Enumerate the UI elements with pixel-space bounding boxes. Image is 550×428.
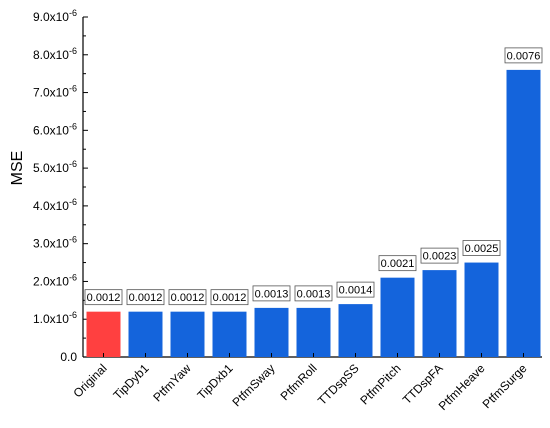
data-label: 0.0014 <box>339 285 373 297</box>
y-tick-label: 5.0x10-6 <box>33 159 77 175</box>
bar-PtfmRoll <box>296 307 331 357</box>
bar-PtfmHeave <box>464 262 499 357</box>
bar-PtfmPitch <box>380 277 415 357</box>
y-tick-label: 7.0x10-6 <box>33 84 77 100</box>
plot-area: 0.0 1.0x10-6 2.0x10-6 3.0x10-6 4.0x10-6 5.0x1… <box>33 8 543 413</box>
bar-TipDyb1 <box>128 311 163 357</box>
data-label: 0.0076 <box>507 50 541 62</box>
bar-TTDspFA <box>422 270 457 357</box>
x-tick-label: PtfmSurge <box>480 361 530 411</box>
x-tick-label: TipDxb1 <box>194 361 235 402</box>
data-label-box <box>336 281 375 298</box>
data-label: 0.0012 <box>87 292 121 304</box>
x-tick-label: TipDyb1 <box>110 361 151 402</box>
y-tick-label: 0.0 <box>60 350 77 364</box>
x-tick-label: PtfmHeave <box>436 361 488 413</box>
x-tick-label: PtfmRoll <box>278 361 320 403</box>
bar-PtfmSway <box>254 307 289 357</box>
y-tick-label: 8.0x10-6 <box>33 46 77 62</box>
y-axis-label: MSE <box>9 151 26 186</box>
bar-PtfmYaw <box>170 311 205 357</box>
data-label-box <box>294 285 333 302</box>
x-tick-label: Original <box>70 361 109 400</box>
x-tick-label: PtfmPitch <box>357 361 403 407</box>
data-label-box <box>126 289 165 306</box>
data-label-box <box>378 255 417 272</box>
y-tick-label: 9.0x10-6 <box>33 8 77 24</box>
y-tick-label: 4.0x10-6 <box>33 197 77 213</box>
y-tick-label: 6.0x10-6 <box>33 121 77 137</box>
data-label: 0.0023 <box>423 251 457 263</box>
bar-TipDxb1 <box>212 311 247 357</box>
bar-Original <box>86 311 121 357</box>
bar-TTDspSS <box>338 304 373 357</box>
y-tick-label: 1.0x10-6 <box>33 310 77 326</box>
data-label: 0.0013 <box>297 288 331 300</box>
data-label: 0.0012 <box>213 292 247 304</box>
bar-PtfmSurge <box>506 69 541 357</box>
x-tick-label: TTDspSS <box>315 361 362 408</box>
data-label: 0.0012 <box>171 292 205 304</box>
data-label-box <box>420 247 459 264</box>
data-label-box <box>84 289 123 306</box>
data-label: 0.0021 <box>381 258 415 270</box>
y-tick-label: 3.0x10-6 <box>33 235 77 251</box>
data-label: 0.0013 <box>255 288 289 300</box>
x-tick-label: PtfmSway <box>230 361 278 409</box>
x-tick-label: PtfmYaw <box>150 361 193 404</box>
y-tick-label: 2.0x10-6 <box>33 272 77 288</box>
data-label: 0.0012 <box>129 292 163 304</box>
data-label-box <box>168 289 207 306</box>
data-label-box <box>504 47 543 64</box>
data-label-box <box>462 240 501 256</box>
data-label: 0.0025 <box>465 243 499 255</box>
data-label-box <box>252 285 291 302</box>
data-label-box <box>210 289 249 306</box>
